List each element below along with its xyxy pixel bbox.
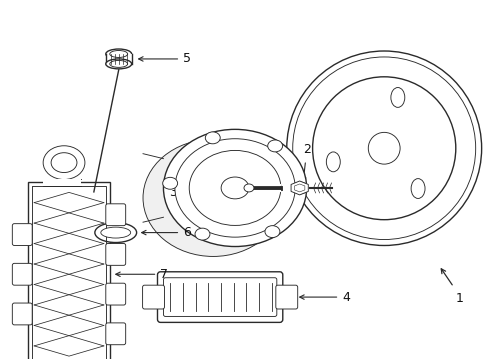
Bar xyxy=(105,54,131,64)
FancyBboxPatch shape xyxy=(142,285,164,309)
Ellipse shape xyxy=(325,152,340,172)
Text: 6: 6 xyxy=(183,226,191,239)
Ellipse shape xyxy=(244,184,253,192)
Ellipse shape xyxy=(221,177,248,199)
Polygon shape xyxy=(290,181,307,195)
Ellipse shape xyxy=(51,153,77,172)
Bar xyxy=(28,183,109,360)
FancyBboxPatch shape xyxy=(105,204,125,226)
FancyBboxPatch shape xyxy=(12,224,32,246)
Ellipse shape xyxy=(286,51,481,246)
FancyBboxPatch shape xyxy=(157,272,282,323)
Text: 4: 4 xyxy=(342,291,349,303)
Ellipse shape xyxy=(367,132,399,164)
Ellipse shape xyxy=(264,226,279,238)
Ellipse shape xyxy=(292,182,307,194)
FancyBboxPatch shape xyxy=(105,323,125,345)
Text: 1: 1 xyxy=(455,292,463,305)
Ellipse shape xyxy=(163,177,177,189)
FancyBboxPatch shape xyxy=(275,285,297,309)
Ellipse shape xyxy=(205,132,220,144)
FancyBboxPatch shape xyxy=(105,283,125,305)
FancyBboxPatch shape xyxy=(105,243,125,265)
FancyBboxPatch shape xyxy=(12,303,32,325)
Text: 5: 5 xyxy=(183,53,191,66)
Bar xyxy=(32,186,105,360)
Ellipse shape xyxy=(312,77,455,220)
Ellipse shape xyxy=(101,227,130,238)
Bar xyxy=(43,179,81,186)
FancyBboxPatch shape xyxy=(12,264,32,285)
Ellipse shape xyxy=(163,129,306,247)
Ellipse shape xyxy=(142,139,283,256)
Ellipse shape xyxy=(390,87,404,107)
Ellipse shape xyxy=(105,59,131,69)
Text: 3: 3 xyxy=(169,186,177,199)
Ellipse shape xyxy=(410,179,424,198)
Ellipse shape xyxy=(43,146,85,180)
Ellipse shape xyxy=(195,228,209,240)
Ellipse shape xyxy=(105,49,131,59)
Ellipse shape xyxy=(95,223,136,243)
Text: 2: 2 xyxy=(302,143,310,156)
Ellipse shape xyxy=(175,139,295,237)
Ellipse shape xyxy=(189,150,280,225)
Text: 7: 7 xyxy=(160,268,168,281)
Ellipse shape xyxy=(267,140,282,152)
